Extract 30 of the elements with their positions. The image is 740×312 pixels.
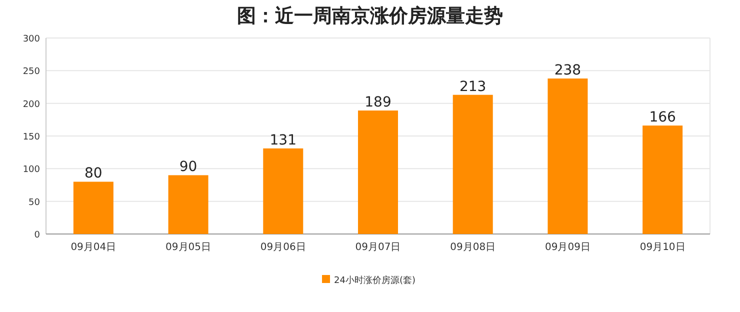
data-label: 90	[179, 159, 198, 176]
y-tick-label: 0	[34, 230, 40, 240]
x-tick-label: 09月05日	[166, 242, 212, 253]
y-tick-label: 100	[22, 165, 40, 176]
bar	[168, 175, 208, 234]
data-label: 166	[649, 110, 676, 126]
data-label: 189	[364, 94, 392, 111]
data-label: 238	[554, 62, 582, 79]
y-tick-label: 250	[22, 67, 40, 78]
bar	[452, 94, 493, 234]
bar	[358, 110, 398, 234]
x-tick-label: 09月08日	[450, 242, 496, 253]
chart-title: 图：近一周南京涨价房源量走势	[237, 5, 503, 27]
y-tick-label: 300	[22, 34, 40, 44]
x-tick-label: 09月07日	[355, 242, 401, 253]
x-tick-label: 09月09日	[544, 242, 590, 253]
legend-label: 24小时涨价房源(套)	[334, 275, 416, 286]
bar	[548, 78, 588, 234]
y-tick-label: 50	[28, 198, 40, 208]
data-label: 80	[84, 166, 102, 182]
x-tick-label: 09月10日	[640, 242, 686, 253]
y-tick-label: 200	[22, 100, 40, 110]
bar	[263, 148, 304, 234]
x-tick-label: 09月04日	[70, 242, 116, 253]
data-label: 131	[270, 132, 297, 148]
bar	[642, 126, 683, 234]
data-label: 213	[459, 78, 486, 95]
x-tick-label: 09月06日	[260, 242, 306, 253]
bar	[73, 182, 114, 234]
y-tick-label: 150	[22, 132, 40, 142]
